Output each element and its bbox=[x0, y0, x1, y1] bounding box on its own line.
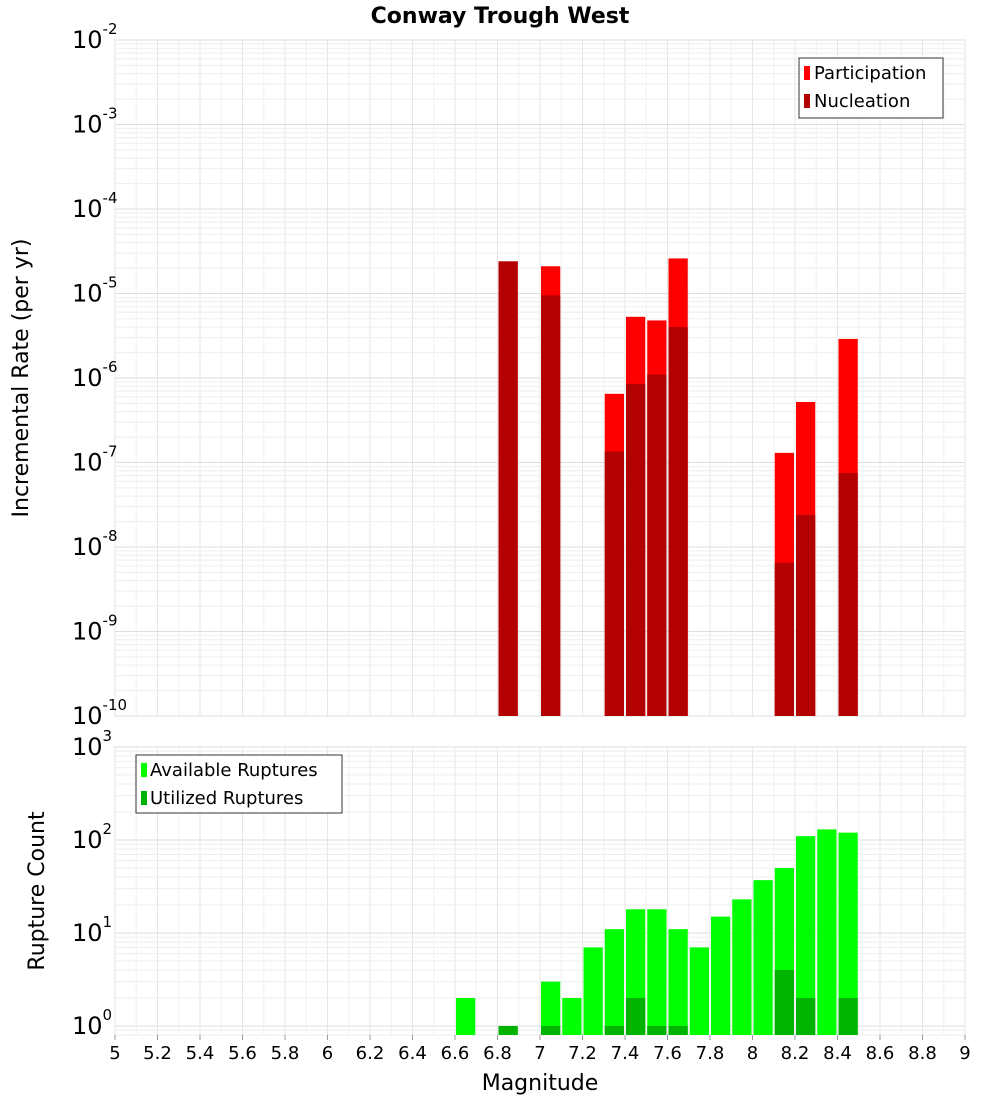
top-y-ticks: 10-10 10-9 10-8 10-7 10-6 10-5 10-4 10-3 10-2 bbox=[72, 20, 127, 730]
y-tick-label: 10-3 bbox=[72, 105, 118, 139]
count-bar-utilized-ruptures bbox=[498, 1025, 518, 1035]
x-tick-label: 5.2 bbox=[143, 1043, 172, 1064]
count-bar-available-ruptures bbox=[668, 929, 688, 1035]
count-bar-utilized-ruptures bbox=[604, 1025, 624, 1035]
y-tick-label: 102 bbox=[72, 820, 112, 854]
count-bar-utilized-ruptures bbox=[541, 1025, 561, 1035]
y-tick-label: 10-7 bbox=[72, 443, 118, 477]
x-tick-label: 7.8 bbox=[696, 1043, 725, 1064]
legend-swatch-utilized bbox=[141, 791, 147, 805]
x-tick-label: 5 bbox=[109, 1043, 120, 1064]
rate-bar-nucleation bbox=[626, 383, 646, 716]
legend-label-participation: Participation bbox=[814, 63, 926, 84]
count-bar-utilized-ruptures bbox=[796, 997, 816, 1035]
rate-bar-nucleation bbox=[838, 473, 858, 716]
legend-label-nucleation: Nucleation bbox=[814, 91, 910, 112]
bottom-bars bbox=[456, 829, 858, 1035]
x-tick-label: 5.6 bbox=[228, 1043, 257, 1064]
count-bar-available-ruptures bbox=[817, 829, 837, 1035]
count-bar-utilized-ruptures bbox=[647, 1025, 667, 1035]
rate-bar-nucleation bbox=[604, 451, 624, 716]
y-tick-label: 101 bbox=[72, 913, 112, 947]
rate-bar-nucleation bbox=[647, 374, 667, 716]
count-bar-available-ruptures bbox=[689, 947, 709, 1035]
y-tick-label: 10-6 bbox=[72, 358, 118, 392]
count-bar-available-ruptures bbox=[711, 916, 731, 1035]
count-bar-available-ruptures bbox=[456, 997, 476, 1035]
count-bar-available-ruptures bbox=[753, 880, 773, 1035]
count-bar-utilized-ruptures bbox=[774, 969, 794, 1035]
top-bars bbox=[498, 258, 858, 716]
rate-bar-nucleation bbox=[774, 562, 794, 716]
x-tick-label: 8.6 bbox=[866, 1043, 895, 1064]
x-tick-label: 8.8 bbox=[908, 1043, 937, 1064]
top-plot: 10-10 10-9 10-8 10-7 10-6 10-5 10-4 10-3 10-2 In… bbox=[9, 20, 966, 730]
x-tick-label: 6.4 bbox=[398, 1043, 427, 1064]
y-tick-label: 10-2 bbox=[72, 20, 118, 54]
rate-bar-nucleation bbox=[796, 514, 816, 716]
count-bar-utilized-ruptures bbox=[838, 997, 858, 1035]
count-bar-available-ruptures bbox=[562, 997, 582, 1035]
count-bar-available-ruptures bbox=[647, 909, 667, 1035]
legend-label-utilized: Utilized Ruptures bbox=[150, 788, 303, 809]
count-bar-available-ruptures bbox=[583, 947, 603, 1035]
bottom-legend-box bbox=[135, 754, 343, 814]
x-tick-label: 7.4 bbox=[611, 1043, 640, 1064]
legend-swatch-participation bbox=[804, 66, 810, 80]
rate-bar-nucleation bbox=[541, 295, 561, 716]
y-tick-label: 10-8 bbox=[72, 527, 118, 561]
count-bar-available-ruptures bbox=[732, 899, 752, 1035]
legend-swatch-available bbox=[141, 763, 147, 777]
y-tick-label: 10-9 bbox=[72, 612, 118, 646]
bottom-y-axis-label: Rupture Count bbox=[25, 811, 50, 971]
count-bar-available-ruptures bbox=[796, 836, 816, 1035]
y-tick-label: 100 bbox=[72, 1006, 112, 1040]
bottom-plot: 100 101 102 103 Rupture Count Available Rup… bbox=[25, 727, 971, 1096]
count-bar-available-ruptures bbox=[541, 981, 561, 1035]
chart-title: Conway Trough West bbox=[371, 4, 630, 29]
legend-label-available: Available Ruptures bbox=[150, 760, 318, 781]
rate-bar-nucleation bbox=[668, 327, 688, 716]
x-tick-label: 6.8 bbox=[483, 1043, 512, 1064]
x-tick-label: 8 bbox=[747, 1043, 758, 1064]
count-bar-utilized-ruptures bbox=[668, 1025, 688, 1035]
count-bar-utilized-ruptures bbox=[626, 997, 646, 1035]
x-tick-label: 8.4 bbox=[823, 1043, 852, 1064]
x-tick-label: 9 bbox=[959, 1043, 970, 1064]
x-tick-label: 6.6 bbox=[441, 1043, 470, 1064]
x-tick-label: 7.2 bbox=[568, 1043, 597, 1064]
y-tick-label: 10-4 bbox=[72, 189, 118, 223]
x-tick-label: 7.6 bbox=[653, 1043, 682, 1064]
legend-swatch-nucleation bbox=[804, 94, 810, 108]
x-tick-label: 5.4 bbox=[186, 1043, 215, 1064]
x-axis-ticks: 5 5.2 5.4 5.6 5.8 6 6.2 6.4 6.6 6.8 7 7.2 7.4 7.6 7.8 8… bbox=[109, 1035, 971, 1064]
x-axis-label: Magnitude bbox=[482, 1071, 599, 1096]
y-tick-label: 10-10 bbox=[72, 696, 127, 730]
top-legend-box bbox=[798, 57, 944, 119]
count-bar-available-ruptures bbox=[838, 832, 858, 1035]
x-tick-label: 7 bbox=[534, 1043, 545, 1064]
bottom-y-ticks: 100 101 102 103 bbox=[72, 727, 112, 1040]
top-y-axis-label: Incremental Rate (per yr) bbox=[9, 239, 34, 518]
x-tick-label: 8.2 bbox=[781, 1043, 810, 1064]
x-tick-label: 6 bbox=[322, 1043, 333, 1064]
bottom-legend: Available Ruptures Utilized Ruptures bbox=[135, 754, 343, 814]
y-tick-label: 10-5 bbox=[72, 274, 118, 308]
rate-bar-nucleation bbox=[498, 261, 518, 716]
top-grid bbox=[114, 39, 966, 717]
top-legend: Participation Nucleation bbox=[798, 57, 944, 119]
count-bar-available-ruptures bbox=[604, 929, 624, 1035]
y-tick-label: 103 bbox=[72, 727, 112, 761]
x-tick-label: 5.8 bbox=[271, 1043, 300, 1064]
x-tick-label: 6.2 bbox=[356, 1043, 385, 1064]
